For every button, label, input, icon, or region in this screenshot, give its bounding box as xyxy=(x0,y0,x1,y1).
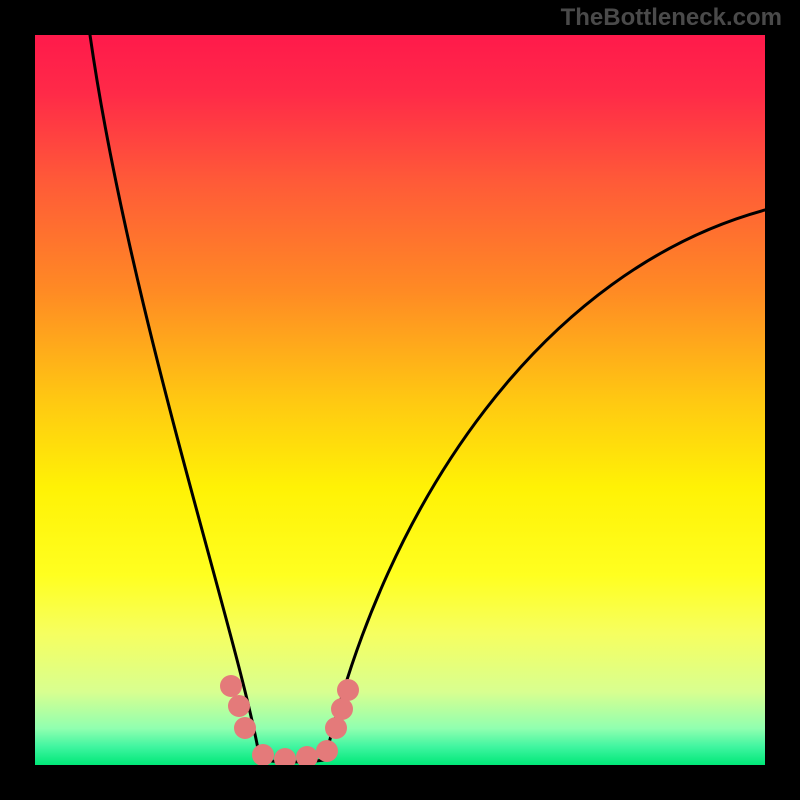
marker-point xyxy=(316,740,338,762)
marker-point xyxy=(234,717,256,739)
marker-point xyxy=(220,675,242,697)
plot-svg xyxy=(35,35,765,765)
marker-point xyxy=(228,695,250,717)
marker-point xyxy=(325,717,347,739)
chart-frame: TheBottleneck.com xyxy=(0,0,800,800)
marker-point xyxy=(252,744,274,765)
watermark-label: TheBottleneck.com xyxy=(561,4,782,32)
plot-area xyxy=(35,35,765,765)
marker-point xyxy=(337,679,359,701)
gradient-background xyxy=(35,35,765,765)
marker-point xyxy=(331,698,353,720)
